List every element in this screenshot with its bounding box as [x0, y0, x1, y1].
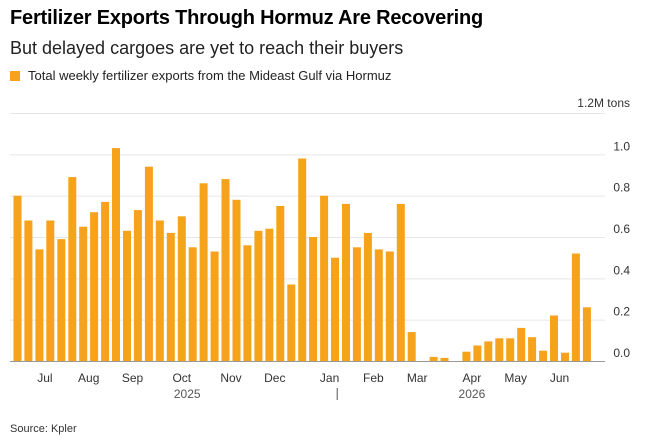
bar: [287, 284, 296, 361]
bar: [342, 203, 350, 361]
bar: [210, 251, 219, 361]
bar: [320, 195, 329, 361]
bar: [276, 206, 285, 361]
bar: [101, 201, 110, 361]
chart-subtitle: But delayed cargoes are yet to reach the…: [10, 38, 404, 58]
bar: [473, 345, 482, 361]
bar: [112, 148, 120, 361]
bars: [13, 148, 591, 361]
bar: [254, 230, 263, 361]
bar: [374, 249, 383, 361]
x-tick-label: Jun: [550, 371, 569, 385]
bar: [352, 247, 361, 361]
y-tick-label: 1.0: [613, 139, 630, 153]
bar: [407, 332, 416, 361]
y-tick-label: 0.2: [613, 305, 630, 319]
bar: [363, 232, 372, 361]
x-tick-label: Mar: [407, 371, 428, 385]
bar: [582, 307, 591, 361]
chart-title: Fertilizer Exports Through Hormuz Are Re…: [10, 7, 484, 29]
x-tick-label: Jan: [320, 371, 339, 385]
x-tick-label: Sep: [122, 371, 144, 385]
x-tick-label: Apr: [463, 371, 482, 385]
bar: [79, 226, 88, 361]
axes: [10, 361, 605, 400]
bar: [561, 352, 569, 361]
tick-labels: 0.0 0.2 0.4 0.6 0.8 1.0 Jul Aug Sep Oct Nov Dec Jan F…: [37, 139, 630, 401]
bar: [550, 315, 558, 361]
legend-label: Total weekly fertilizer exports from the…: [28, 68, 392, 83]
unit-label: 1.2M tons: [577, 96, 630, 110]
bar: [13, 195, 22, 361]
bar: [68, 177, 77, 361]
year-label: 2025: [174, 387, 201, 401]
y-tick-label: 0.8: [613, 181, 630, 195]
bar: [24, 220, 33, 361]
bar: [495, 338, 504, 361]
bar: [133, 210, 142, 361]
x-tick-label: Oct: [172, 371, 191, 385]
x-tick-label: Dec: [264, 371, 285, 385]
bar: [90, 212, 99, 361]
bar: [298, 158, 307, 361]
bar: [221, 179, 230, 361]
bar: [462, 351, 471, 361]
bar: [243, 245, 252, 361]
bar: [331, 257, 339, 361]
legend-swatch: [10, 70, 20, 81]
bar: [484, 341, 493, 361]
bar: [309, 237, 318, 361]
bar: [528, 337, 537, 361]
bar: [265, 228, 274, 361]
y-tick-label: 0.4: [613, 263, 630, 277]
bar: [517, 327, 526, 361]
bar: [199, 183, 208, 361]
bar: [123, 230, 131, 361]
bar: [571, 253, 580, 361]
x-tick-label: May: [504, 371, 527, 385]
bar: [506, 338, 515, 361]
bar: [46, 220, 55, 361]
year-label: 2026: [459, 387, 486, 401]
bar: [166, 232, 175, 361]
bar: [539, 350, 548, 361]
bar: [144, 166, 153, 361]
x-tick-label: Jul: [37, 371, 52, 385]
x-tick-label: Aug: [78, 371, 99, 385]
bar: [177, 216, 186, 361]
y-tick-label: 0.0: [613, 346, 630, 360]
bar: [35, 249, 44, 361]
x-tick-label: Nov: [220, 371, 241, 385]
bar: [57, 239, 66, 361]
bar: [440, 357, 449, 361]
bar: [188, 247, 197, 361]
gridlines: [10, 113, 605, 321]
bar: [155, 220, 164, 361]
bar: [429, 356, 438, 361]
bar: [396, 203, 405, 361]
bar: [385, 251, 394, 361]
source-note: Source: Kpler: [10, 423, 77, 435]
x-tick-label: Feb: [363, 371, 384, 385]
bar: [232, 199, 241, 361]
y-tick-label: 0.6: [613, 222, 630, 236]
legend: Total weekly fertilizer exports from the…: [10, 68, 391, 83]
